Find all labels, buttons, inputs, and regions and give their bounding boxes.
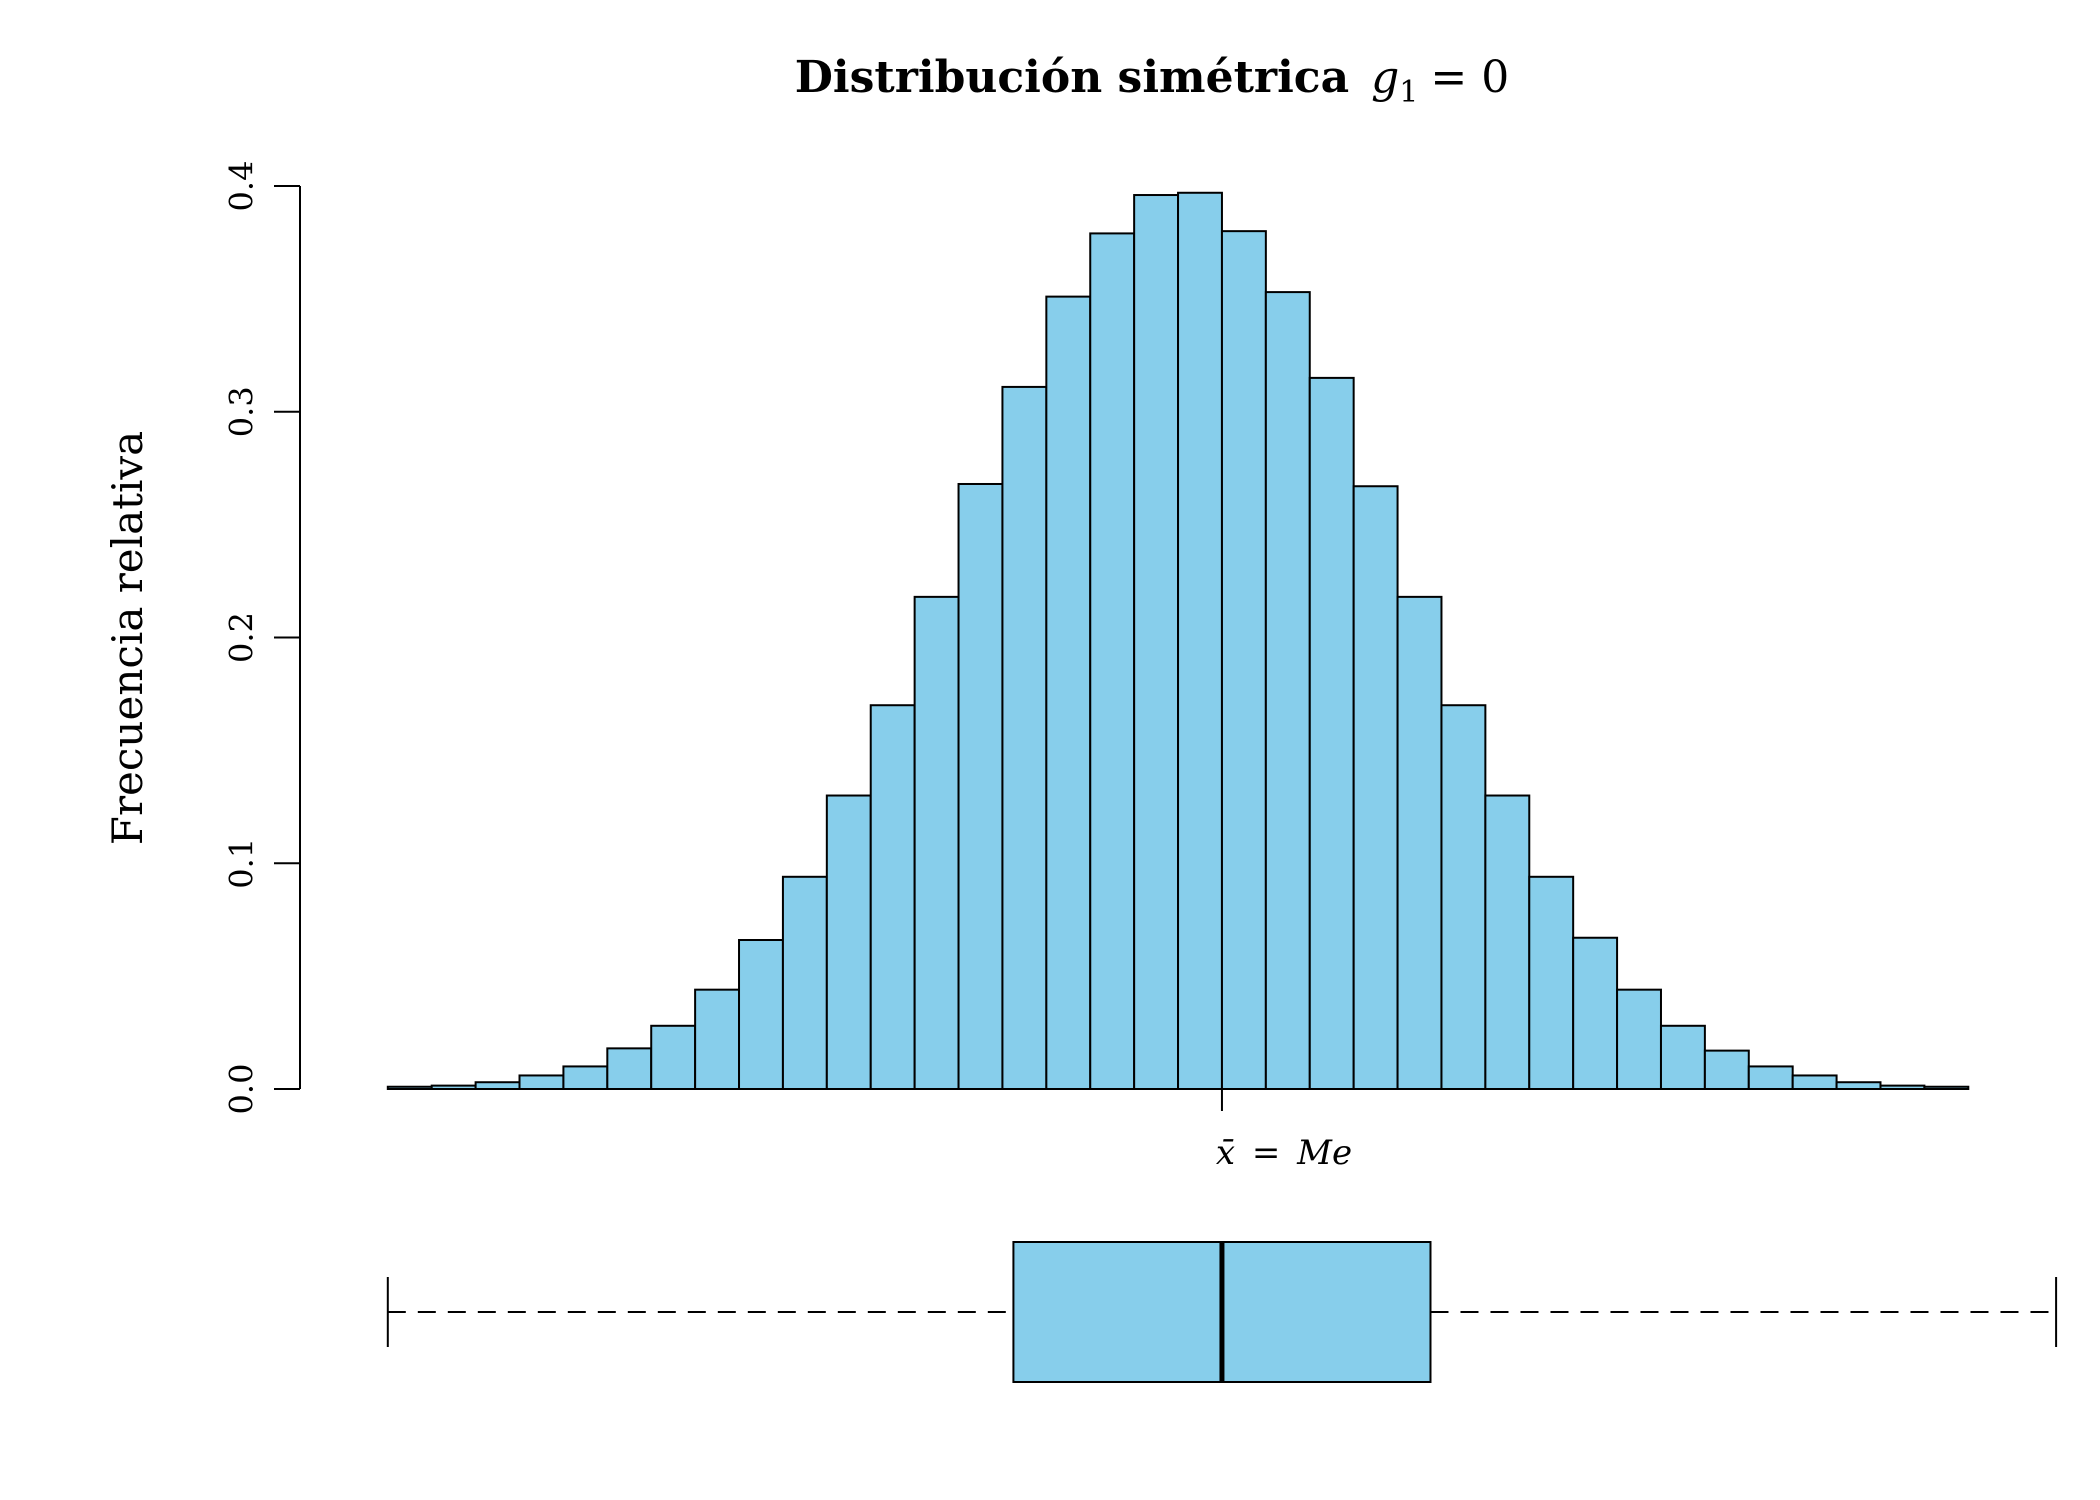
histogram-bar — [1791, 1074, 1838, 1090]
histogram-bar — [1220, 230, 1267, 1090]
x-marker-label-lhs: x̄ — [1216, 1133, 1235, 1173]
histogram-bar — [1264, 291, 1311, 1091]
histogram-bar — [1089, 232, 1136, 1091]
chart-title-math-sub: 1 — [1399, 75, 1418, 110]
histogram-bar — [1440, 704, 1487, 1090]
histogram-bar — [606, 1047, 653, 1090]
histogram-bar — [1835, 1081, 1882, 1091]
y-tick-label: 0.3 — [223, 386, 261, 437]
histogram-bar — [650, 1024, 697, 1091]
histogram-bar — [1045, 295, 1092, 1090]
x-marker-label-rhs: Me — [1296, 1133, 1352, 1173]
chart-title-math-var: g — [1371, 52, 1399, 103]
histogram-bar — [1308, 376, 1355, 1090]
boxplot — [386, 1241, 2058, 1383]
histogram-bar — [957, 482, 1004, 1090]
histogram-bars — [386, 191, 1970, 1091]
y-axis-label: Frecuencia relativa — [103, 431, 152, 845]
histogram-bar — [1352, 485, 1399, 1090]
x-marker-label-eq: = — [1252, 1133, 1281, 1173]
y-tick-label: 0.1 — [223, 838, 261, 889]
y-tick-label: 0.0 — [223, 1064, 261, 1115]
y-axis: 0.0 0.1 0.2 0.3 0.4 — [223, 161, 301, 1115]
histogram-bar — [1528, 875, 1575, 1090]
histogram-bar — [1396, 595, 1443, 1090]
histogram-bar — [913, 595, 960, 1090]
histogram-bar — [562, 1065, 609, 1091]
chart-title-math-rest: = 0 — [1430, 52, 1509, 103]
histogram-bar — [825, 794, 872, 1091]
y-tick-label: 0.4 — [223, 161, 261, 212]
histogram-bar — [1703, 1049, 1750, 1091]
histogram-bar — [781, 875, 828, 1090]
histogram-bar — [518, 1074, 565, 1090]
histogram-bar — [869, 704, 916, 1090]
x-axis-marker-label: x̄ = Me — [1216, 1133, 1352, 1173]
histogram-bar — [738, 939, 784, 1090]
histogram-bar — [1484, 794, 1531, 1091]
histogram-bar — [1659, 1024, 1706, 1091]
histogram-bar — [1747, 1065, 1794, 1091]
chart-title-text: Distribución simétrica — [795, 52, 1349, 103]
histogram-bar — [1572, 936, 1619, 1090]
histogram-bar — [1133, 194, 1180, 1090]
y-tick-label: 0.2 — [223, 612, 261, 663]
chart-title: Distribución simétrica g1 = 0 — [795, 52, 1509, 110]
histogram-bar — [1001, 385, 1048, 1091]
histogram-bar — [1177, 191, 1223, 1090]
histogram-bar — [474, 1081, 521, 1091]
histogram-bar — [1616, 988, 1662, 1090]
histogram-bar — [694, 988, 741, 1090]
